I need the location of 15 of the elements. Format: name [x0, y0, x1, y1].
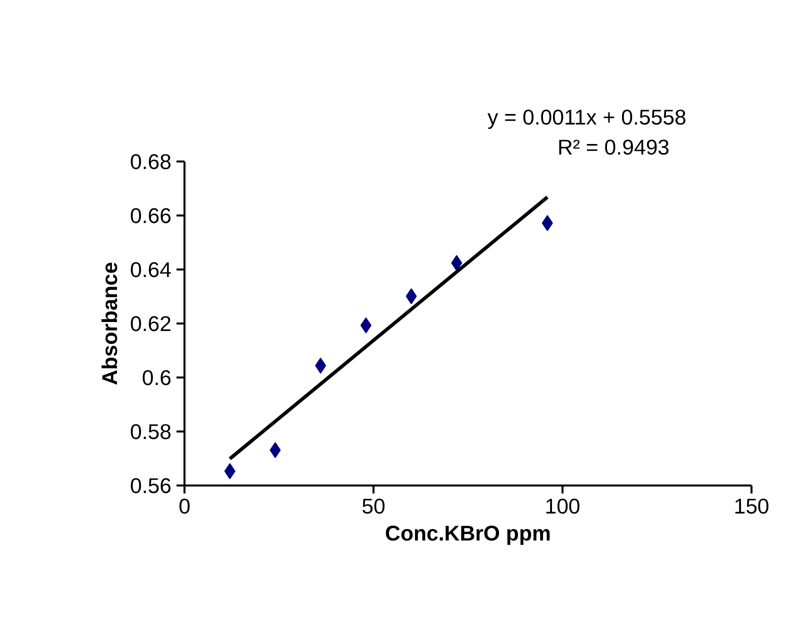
y-tick-label: 0.66 — [130, 204, 172, 228]
y-tick-label: 0.56 — [130, 474, 172, 498]
x-axis-title: Conc.KBrO ppm — [385, 522, 551, 546]
y-tick-label: 0.62 — [130, 312, 172, 336]
x-tick-label: 100 — [544, 494, 580, 518]
y-tick-label: 0.68 — [130, 150, 172, 174]
y-tick-label: 0.64 — [130, 258, 172, 282]
text: y = 0.0011x + 0.5558 — [488, 106, 686, 130]
text: R² = 0.9493 — [558, 136, 670, 160]
x-tick-label: 150 — [734, 494, 770, 518]
y-tick-label: 0.6 — [142, 366, 172, 390]
y-axis-title: Absorbance — [98, 262, 122, 386]
x-tick-label: 0 — [178, 494, 191, 518]
x-tick-label: 50 — [362, 494, 386, 518]
y-tick-label: 0.58 — [130, 420, 172, 444]
